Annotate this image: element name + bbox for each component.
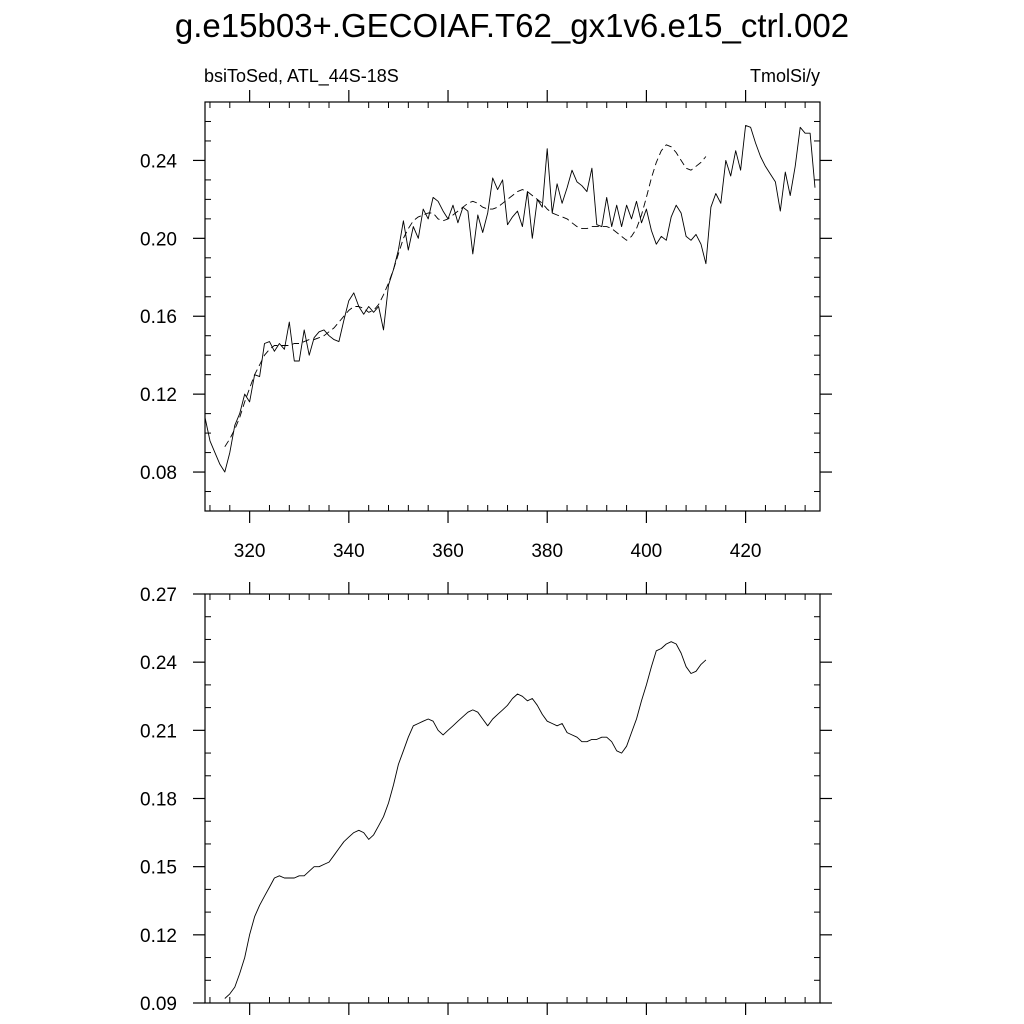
chart-title: g.e15b03+.GECOIAF.T62_gx1v6.e15_ctrl.002 — [175, 7, 849, 44]
y-tick-label: 0.20 — [140, 229, 177, 250]
y-tick-label: 0.18 — [140, 790, 177, 811]
y-tick-label: 0.27 — [140, 585, 177, 606]
bottom-panel: 0.09 0.12 0.15 0.18 0.21 0.24 0.27 — [140, 582, 832, 1015]
y-tick-label: 0.24 — [140, 151, 177, 172]
y-tick-label: 0.21 — [140, 721, 177, 742]
y-tick-label: 0.12 — [140, 385, 177, 406]
series-line-smoothed — [224, 144, 707, 447]
y-tick-label: 0.15 — [140, 858, 177, 879]
x-tick-label: 380 — [531, 541, 563, 562]
y-tick-label: 0.24 — [140, 653, 177, 674]
x-tick-label: 340 — [333, 541, 365, 562]
top-panel-units-label: TmolSi/y — [750, 66, 820, 86]
series-line-raw — [224, 641, 707, 999]
y-tick-label: 0.09 — [140, 994, 177, 1015]
y-tick-label: 0.12 — [140, 926, 177, 947]
x-tick-label: 320 — [234, 541, 266, 562]
plot-frame — [204, 593, 821, 1004]
plot-frame — [204, 101, 821, 512]
top-panel: 320 340 360 380 400 420 0.08 0.12 0.16 0.20 0.24 — [140, 90, 832, 562]
y-tick-label: 0.08 — [140, 463, 177, 484]
top-panel-variable-label: bsiToSed, ATL_44S-18S — [204, 66, 399, 87]
x-tick-label: 400 — [631, 541, 663, 562]
x-tick-label: 420 — [730, 541, 762, 562]
x-tick-label: 360 — [432, 541, 464, 562]
y-tick-label: 0.16 — [140, 307, 177, 328]
series-line-raw — [204, 124, 816, 473]
